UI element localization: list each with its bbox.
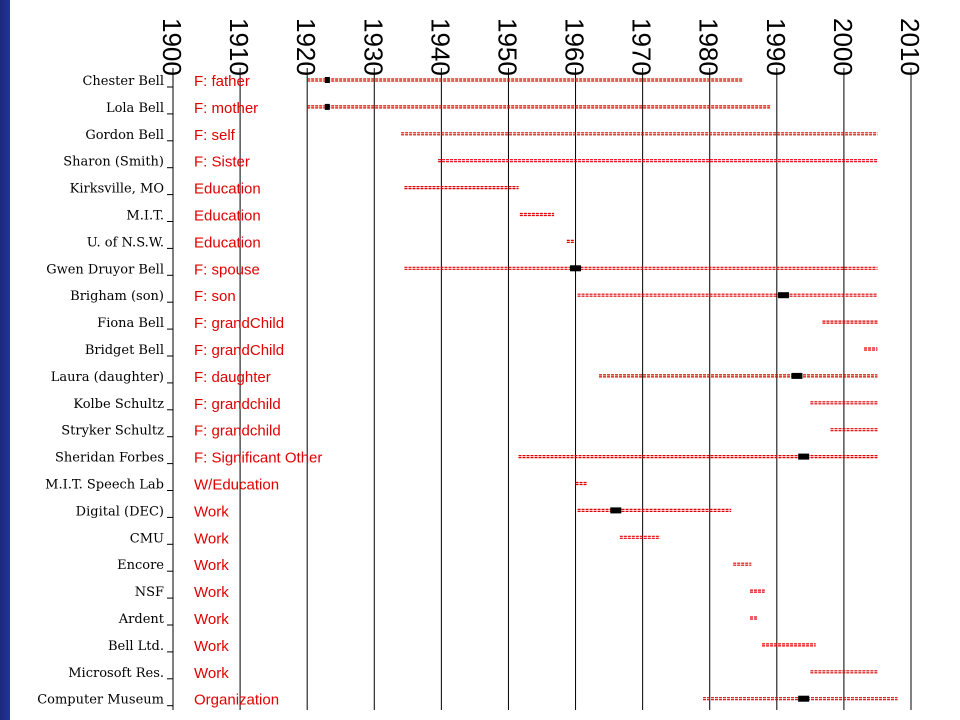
category-label: F: Sister [194,154,250,171]
row-label: Brigham (son) [70,289,164,304]
category-label: Work [194,584,229,601]
event-marker [791,372,803,379]
category-label: F: spouse [194,261,260,278]
category-label: F: grandChild [194,315,284,332]
category-label: F: Significant Other [194,450,322,467]
category-label: W/Education [194,477,279,494]
category-label: F: grandchild [194,396,281,413]
row-label: Gordon Bell [85,128,164,143]
event-marker [798,695,810,702]
x-tick-label: 1970 [627,18,657,76]
category-label: F: grandChild [194,342,284,359]
row-label: Fiona Bell [97,316,164,331]
category-label: F: self [194,127,236,144]
category-label: Education [194,208,261,225]
row-label: M.I.T. Speech Lab [45,478,164,493]
x-tick-label: 2000 [828,18,858,76]
row-label: Kolbe Schultz [73,397,164,412]
x-tick-label: 1940 [425,18,455,76]
event-marker [778,292,790,299]
category-label: Education [194,234,261,251]
event-marker [798,453,810,460]
x-tick-label: 1960 [560,18,590,76]
row-label: Bridget Bell [85,343,164,358]
event-marker [610,507,622,514]
category-label: Work [194,557,229,574]
row-label: Stryker Schultz [61,424,164,439]
category-label: F: father [194,73,250,90]
row-label: Encore [117,558,164,573]
x-tick-label: 1910 [224,18,254,76]
category-label: Organization [194,692,279,709]
category-label: F: daughter [194,369,271,386]
row-label: Kirksville, MO [70,182,164,197]
row-label: Computer Museum [37,693,164,708]
row-label: Chester Bell [82,74,164,89]
event-marker [324,77,330,83]
x-tick-label: 1900 [157,18,187,76]
row-label: M.I.T. [126,209,164,224]
x-tick-label: 1980 [694,18,724,76]
x-tick-label: 1990 [761,18,791,76]
row-label: Lola Bell [106,101,164,116]
event-marker [324,103,330,110]
x-tick-label: 1950 [492,18,522,76]
category-label: F: mother [194,100,258,117]
row-label: Ardent [118,612,165,627]
category-label: Work [194,503,229,520]
category-label: Work [194,665,229,682]
event-marker [570,265,582,272]
category-label: Education [194,181,261,198]
row-label: Bell Ltd. [108,639,164,654]
category-label: Work [194,530,229,547]
row-label: Sharon (Smith) [63,155,164,170]
row-label: Microsoft Res. [68,666,164,681]
x-tick-label: 1930 [358,18,388,76]
row-label: Laura (daughter) [51,370,164,385]
row-label: Digital (DEC) [76,504,164,519]
row-label: Sheridan Forbes [55,451,164,466]
row-label: CMU [130,531,164,546]
category-label: Work [194,638,229,655]
category-label: Work [194,611,229,628]
category-label: F: son [194,288,236,305]
x-tick-label: 1920 [291,18,321,76]
row-label: NSF [135,585,164,600]
row-label: Gwen Druyor Bell [46,262,164,277]
x-tick-label: 2010 [895,18,925,76]
row-label: U. of N.S.W. [87,235,164,250]
category-label: F: grandchild [194,423,281,440]
